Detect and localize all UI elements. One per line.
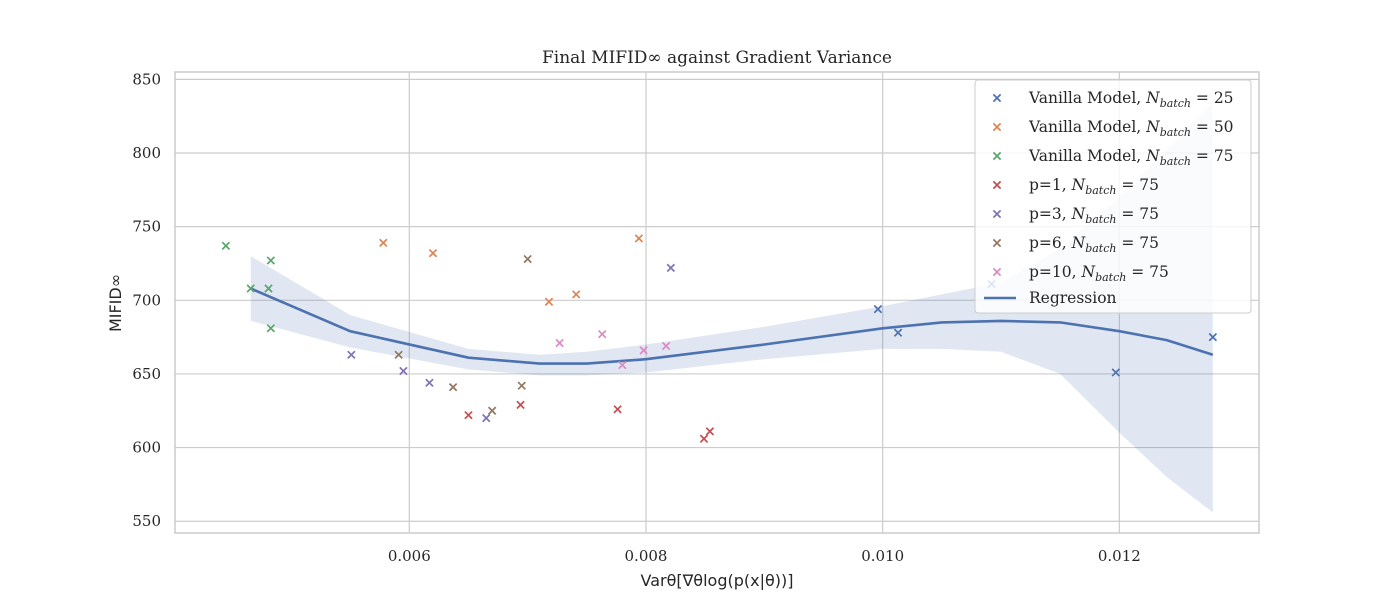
data-point (639, 346, 648, 355)
data-point (428, 248, 438, 258)
y-axis-label: MIFID∞ (106, 274, 125, 332)
legend-marker (992, 93, 1002, 103)
legend-label: Vanilla Model, Nbatch = 75 (1028, 147, 1234, 168)
y-tick-label: 700 (132, 291, 161, 309)
legend-marker (992, 122, 1002, 132)
data-point (448, 382, 458, 392)
data-point (264, 284, 273, 293)
data-point (571, 290, 581, 299)
data-point (873, 304, 883, 314)
y-tick-label: 750 (132, 218, 161, 236)
legend: Vanilla Model, Nbatch = 25 Vanilla Model,… (974, 79, 1252, 314)
plot-frame (174, 71, 1260, 534)
legend-label: p=1, Nbatch = 75 (1029, 176, 1159, 197)
x-axis-label: Varθ[∇θlog(p(x|θ))] (640, 571, 793, 590)
y-tick-label: 600 (132, 439, 161, 457)
legend-label: p=3, Nbatch = 75 (1029, 205, 1159, 226)
legend-box (974, 79, 1252, 314)
data-point (634, 234, 644, 243)
data-point (487, 406, 497, 415)
x-tick-label: 0.012 (1098, 547, 1141, 565)
data-point (699, 434, 709, 443)
data-point (555, 338, 564, 348)
regression-layer (250, 287, 1214, 365)
legend-marker (992, 209, 1002, 219)
data-point (666, 263, 676, 273)
data-point (464, 410, 473, 420)
data-point (425, 378, 434, 387)
data-point (523, 254, 532, 264)
data-point (544, 297, 554, 306)
legend-label-regression: Regression (1029, 289, 1117, 307)
data-point (618, 360, 627, 370)
legend-label: Vanilla Model, Nbatch = 25 (1028, 89, 1234, 110)
regression-line (250, 287, 1214, 365)
x-tick-label: 0.006 (388, 547, 431, 565)
x-tick-label: 0.010 (861, 547, 904, 565)
data-point (347, 350, 356, 359)
legend-label: p=10, Nbatch = 75 (1029, 263, 1169, 284)
data-point (893, 328, 903, 337)
data-point (613, 405, 622, 414)
data-point (1111, 368, 1121, 377)
legend-marker (992, 267, 1002, 277)
data-point (221, 241, 231, 250)
data-point (379, 238, 388, 248)
legend-marker (992, 238, 1002, 248)
data-point (598, 329, 607, 339)
y-tick-labels: 550 600 650 700 750 800 850 (132, 70, 161, 530)
data-point (394, 350, 403, 359)
data-point (399, 366, 408, 376)
data-point (266, 256, 276, 265)
legend-label: Vanilla Model, Nbatch = 50 (1028, 118, 1234, 139)
data-point (705, 427, 715, 436)
data-point (1208, 332, 1218, 342)
data-point (661, 341, 671, 351)
data-point (246, 284, 255, 293)
data-point (516, 400, 525, 410)
data-points (221, 234, 1218, 443)
y-tick-label: 850 (132, 70, 161, 88)
chart-title: Final MIFID∞ against Gradient Variance (542, 48, 892, 68)
legend-marker (992, 180, 1002, 190)
data-point (517, 381, 526, 390)
y-tick-label: 650 (132, 365, 161, 383)
legend-label: p=6, Nbatch = 75 (1029, 234, 1159, 255)
x-tick-label: 0.008 (625, 547, 668, 565)
data-point (266, 324, 276, 333)
data-point (482, 413, 491, 423)
legend-marker (992, 151, 1002, 161)
y-tick-label: 550 (132, 512, 161, 530)
x-tick-labels: 0.006 0.008 0.010 0.012 (388, 547, 1141, 565)
y-tick-label: 800 (132, 144, 161, 162)
